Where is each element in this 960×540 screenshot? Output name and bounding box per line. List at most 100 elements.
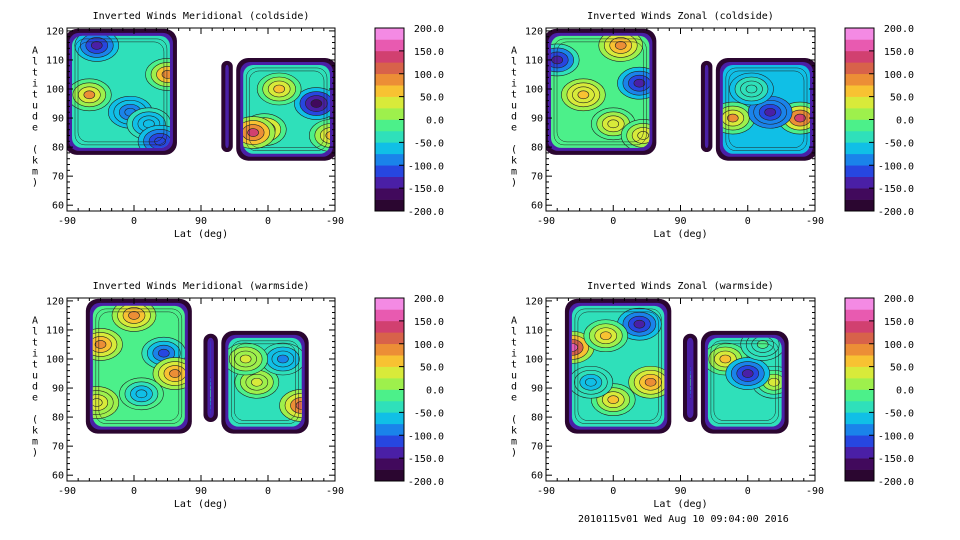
colorbar-segment [375, 435, 404, 447]
panel-2: 60 70 80 90 100 110 120 -90 0 90 0 -90 Inverted Wind… [511, 11, 914, 240]
run-id-footer: 2010115v01 Wed Aug 10 09:04:00 2016 [578, 514, 789, 525]
colorbar-tick-label: 150.0 [414, 317, 444, 328]
chart-title: Inverted Winds Meridional (warmside) [93, 281, 310, 292]
contour-spot [94, 340, 107, 349]
colorbar-segment [375, 85, 404, 97]
colorbar-segment [375, 176, 404, 189]
contour-spot [314, 123, 331, 148]
colorbar-segment [845, 28, 874, 40]
y-tick-label: 80 [531, 143, 543, 154]
colorbar-segment [375, 73, 404, 86]
colorbar-tick-label: 100.0 [414, 70, 444, 81]
contour-spot [607, 119, 620, 129]
contour-spot [310, 99, 323, 108]
colorbar-segment [375, 62, 404, 75]
x-tick-label: 0 [265, 486, 271, 497]
colorbar-segment [375, 446, 404, 459]
x-tick-label: -90 [326, 216, 344, 227]
contour-line [248, 70, 325, 148]
contour-spot [239, 354, 252, 364]
colorbar-segment [375, 165, 404, 177]
colorbar-segment [375, 96, 404, 109]
colorbar-tick-label: -100.0 [878, 431, 914, 442]
y-tick-label: 120 [46, 296, 64, 307]
colorbar-segment [375, 108, 404, 120]
colorbar-tick-label: 50.0 [890, 93, 914, 104]
colorbar-segment [845, 320, 874, 333]
colorbar-segment [375, 50, 404, 63]
colorbar: 200.0 150.0 100.0 50.0 0.0 -50.0 -100.0 -150.0 -… [374, 24, 444, 218]
contour-spot [277, 354, 289, 364]
colorbar-segment [375, 188, 404, 200]
y-tick-label: 100 [46, 85, 64, 96]
colorbar-tick-label: 200.0 [884, 24, 914, 35]
colorbar-tick-label: -50.0 [414, 138, 444, 149]
y-tick-label: 60 [52, 201, 64, 212]
colorbar-segment [375, 332, 404, 345]
contour-spot [210, 389, 211, 399]
chart-title: Inverted Winds Zonal (warmside) [587, 281, 774, 292]
contour-line [74, 38, 168, 146]
colorbar-tick-label: -150.0 [408, 454, 444, 465]
contour-spot [247, 128, 259, 137]
colorbar: 200.0 150.0 100.0 50.0 0.0 -50.0 -100.0 -150.0 -… [844, 294, 914, 488]
colorbar-segment [375, 458, 404, 470]
contour-line [713, 343, 776, 421]
contour-spot [633, 78, 646, 88]
colorbar: 200.0 150.0 100.0 50.0 0.0 -50.0 -100.0 -150.0 -… [374, 294, 444, 488]
colorbar-tick-label: 0.0 [896, 386, 914, 397]
contour-spot [599, 331, 612, 341]
y-tick-label: 60 [531, 471, 543, 482]
contour-line [725, 67, 808, 151]
y-tick-label: 70 [52, 442, 64, 453]
colorbar-segment [375, 469, 404, 482]
panel-4: 60 70 80 90 100 110 120 -90 0 90 0 -90 Inverted Wind… [511, 281, 914, 510]
x-axis-label: Lat (deg) [653, 229, 707, 240]
colorbar-segment [845, 176, 874, 189]
x-tick-label: 90 [674, 216, 686, 227]
colorbar-tick-label: -100.0 [408, 161, 444, 172]
colorbar-segment [375, 119, 404, 132]
contour-spot [633, 319, 646, 329]
contour-line [574, 308, 662, 424]
data-field [67, 28, 335, 161]
contour-spot [273, 84, 285, 94]
colorbar-segment [845, 108, 874, 120]
x-tick-label: -90 [326, 486, 344, 497]
colorbar-segment [845, 423, 874, 436]
colorbar-segment [375, 378, 404, 390]
contour-spot [128, 311, 140, 320]
colorbar-segment [375, 366, 404, 379]
contour-line [577, 311, 659, 421]
colorbar-tick-label: -200.0 [408, 207, 444, 218]
contour-spot [157, 348, 170, 358]
contour-spot [764, 107, 776, 117]
x-tick-label: -90 [58, 216, 76, 227]
y-tick-label: 100 [46, 355, 64, 366]
contour-spot [614, 41, 627, 50]
contour-line [77, 41, 165, 143]
colorbar-tick-label: -150.0 [408, 184, 444, 195]
colorbar-segment [375, 343, 404, 356]
y-tick-label: 70 [531, 172, 543, 183]
colorbar-segment [845, 73, 874, 86]
colorbar-tick-label: -100.0 [878, 161, 914, 172]
colorbar-tick-label: 150.0 [414, 47, 444, 58]
colorbar-tick-label: 150.0 [884, 47, 914, 58]
colorbar-segment [845, 309, 874, 322]
colorbar-segment [845, 62, 874, 75]
contour-line [98, 311, 180, 421]
contour-spot [644, 377, 657, 387]
x-tick-label: 0 [745, 486, 751, 497]
y-tick-label: 80 [531, 413, 543, 424]
chart-title: Inverted Winds Zonal (coldside) [587, 11, 774, 22]
contour-spot [745, 84, 758, 94]
contour-line [231, 340, 299, 424]
colorbar-tick-label: 200.0 [414, 294, 444, 305]
chart-title: Inverted Winds Meridional (coldside) [93, 11, 310, 22]
colorbar-segment [375, 389, 404, 402]
contour-spot [577, 90, 590, 100]
contour-spot [154, 136, 166, 146]
